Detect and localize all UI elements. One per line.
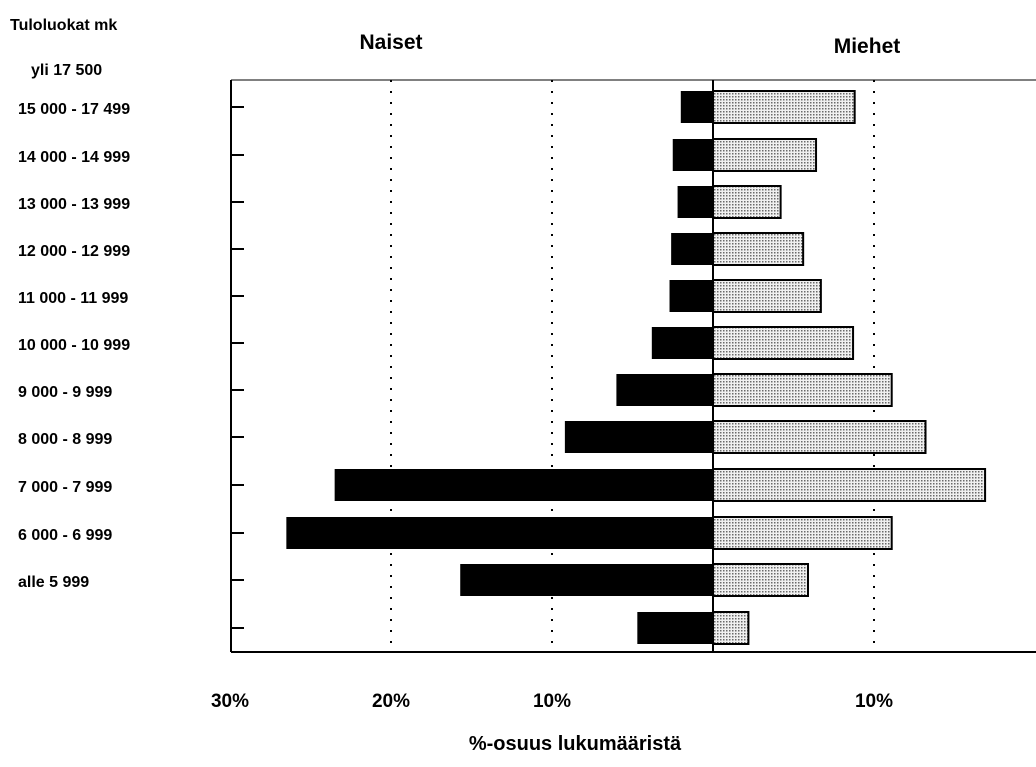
bar-miehet: [712, 563, 809, 597]
category-label: 11 000 - 11 999: [18, 290, 128, 307]
bar-miehet: [712, 232, 805, 266]
x-tick-label: 20%: [372, 691, 410, 712]
bar-naiset: [286, 517, 713, 549]
category-label: 9 000 - 9 999: [18, 384, 112, 401]
category-label: 6 000 - 6 999: [18, 527, 112, 544]
category-label: 7 000 - 7 999: [18, 479, 112, 496]
x-tick-label: 10%: [533, 691, 571, 712]
category-label: 14 000 - 14 999: [18, 149, 130, 166]
bar-miehet: [712, 373, 893, 407]
bar-miehet: [712, 420, 927, 454]
bar-naiset: [677, 186, 713, 218]
bar-miehet: [712, 279, 822, 313]
grid-lines: [390, 80, 875, 652]
x-tick-label: 30%: [211, 691, 249, 712]
bar-naiset: [334, 469, 713, 501]
category-label: 8 000 - 8 999: [18, 431, 112, 448]
category-labels: yli 17 500 15 000 - 17 499 14 000 - 14 999…: [18, 62, 130, 591]
series-label-miehet: Miehet: [834, 35, 901, 58]
bars-group: [286, 90, 987, 645]
bar-miehet: [712, 326, 855, 360]
plot-area: [231, 80, 1036, 652]
category-axis-title: Tuloluokat mk: [10, 17, 117, 34]
bar-naiset: [671, 233, 713, 265]
bar-miehet: [712, 90, 856, 124]
bar-naiset: [637, 612, 713, 644]
category-label: 12 000 - 12 999: [18, 243, 130, 260]
bar-miehet: [712, 611, 750, 645]
category-label: 15 000 - 17 499: [18, 101, 130, 118]
bar-naiset: [564, 421, 713, 453]
x-axis-title: %-osuus lukumääristä: [469, 733, 682, 755]
axes-group: [230, 79, 1036, 653]
x-tick-label: 10%: [855, 691, 893, 712]
category-label: 13 000 - 13 999: [18, 196, 130, 213]
category-label: yli 17 500: [31, 62, 102, 79]
bar-miehet: [712, 516, 893, 550]
bar-naiset: [460, 564, 713, 596]
bar-naiset: [680, 91, 713, 123]
category-label: alle 5 999: [18, 574, 89, 591]
bar-miehet: [712, 138, 818, 172]
series-label-naiset: Naiset: [359, 31, 422, 54]
bar-naiset: [616, 374, 713, 406]
bar-miehet: [712, 468, 987, 502]
category-label: 10 000 - 10 999: [18, 337, 130, 354]
x-tick-labels: 30% 20% 10% 10%: [211, 691, 893, 712]
bar-miehet: [712, 185, 782, 219]
bar-naiset: [669, 280, 713, 312]
bar-naiset: [651, 327, 713, 359]
bar-naiset: [672, 139, 713, 171]
